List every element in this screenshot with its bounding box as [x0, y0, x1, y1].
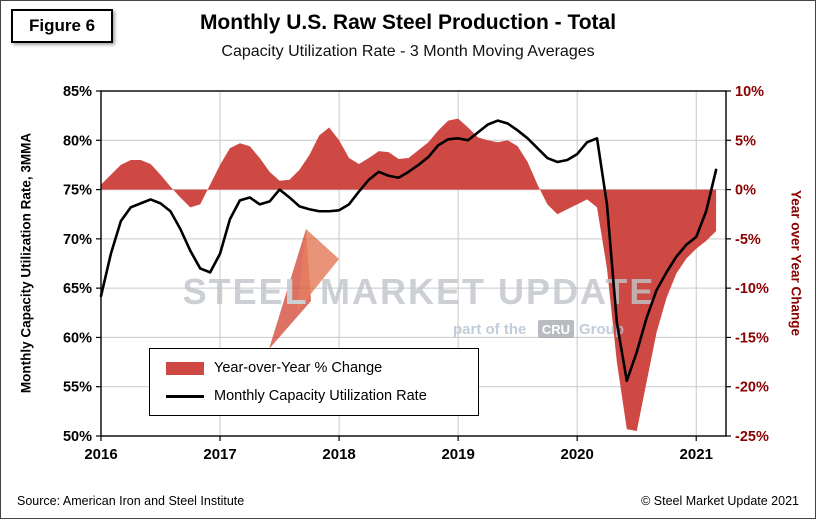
figure-label: Figure 6 [29, 16, 96, 35]
x-axis-tick: 2020 [561, 446, 594, 463]
legend-swatch-line [166, 394, 204, 398]
right-axis-tick: -20% [735, 380, 769, 396]
legend-label-area: Year-over-Year % Change [214, 360, 383, 376]
x-axis-tick: 2021 [680, 446, 713, 463]
watermark-subtext-prefix: part of the [453, 321, 526, 338]
watermark: STEEL MARKET UPDATE part of the CRU Group [183, 229, 656, 349]
smu-logo-swoosh-2 [297, 229, 339, 311]
right-axis-title: Year over Year Change [788, 189, 804, 337]
legend-row-line: Monthly Capacity Utilization Rate [166, 388, 462, 404]
right-axis-tick: -15% [735, 330, 769, 346]
legend-swatch-area [166, 361, 204, 375]
footer-source: Source: American Iron and Steel Institut… [17, 494, 245, 508]
left-axis-tick: 55% [63, 380, 92, 396]
utilization-line-series [99, 119, 718, 383]
x-axis-tick: 2016 [84, 446, 117, 463]
chart-subtitle: Capacity Utilization Rate - 3 Month Movi… [221, 43, 595, 60]
yoy-area-series [101, 118, 717, 432]
legend-label-line: Monthly Capacity Utilization Rate [214, 388, 427, 404]
left-axis-tick: 70% [63, 232, 92, 248]
watermark-text: STEEL MARKET UPDATE [183, 271, 656, 312]
right-axis-tick: 10% [735, 84, 764, 100]
x-axis-tick: 2017 [203, 446, 236, 463]
cru-badge-text: CRU [542, 322, 570, 337]
x-axis-tick: 2018 [322, 446, 355, 463]
left-axis-tick: 50% [63, 429, 92, 445]
chart-title: Monthly U.S. Raw Steel Production - Tota… [199, 11, 617, 34]
right-axis-tick: 5% [735, 133, 756, 149]
left-axis-tick: 60% [63, 330, 92, 346]
footer-copyright: © Steel Market Update 2021 [641, 494, 799, 508]
left-axis-tick: 80% [63, 133, 92, 149]
left-axis-title: Monthly Capacity Utilization Rate, 3MMA [18, 132, 34, 394]
legend: Year-over-Year % Change Monthly Capacity… [149, 348, 479, 416]
right-axis-tick: 0% [735, 183, 756, 199]
right-axis-tick: -25% [735, 429, 769, 445]
left-axis-tick: 85% [63, 84, 92, 100]
legend-row-area: Year-over-Year % Change [166, 360, 462, 376]
cru-badge [538, 320, 574, 338]
plot-border [100, 90, 727, 437]
smu-logo-swoosh [269, 229, 311, 349]
watermark-subtext-suffix: Group [579, 321, 624, 338]
left-axis-tick: 65% [63, 281, 92, 297]
axis-ticks: 85% 80% 75% 70% 65% 60% 55% 50% 10% 5% 0% -5% -10% -1… [63, 84, 769, 463]
right-axis-tick: -5% [735, 232, 761, 248]
left-axis-tick: 75% [63, 183, 92, 199]
right-axis-tick: -10% [735, 281, 769, 297]
figure-label-box: Figure 6 [11, 9, 114, 43]
x-axis-tick: 2019 [441, 446, 474, 463]
